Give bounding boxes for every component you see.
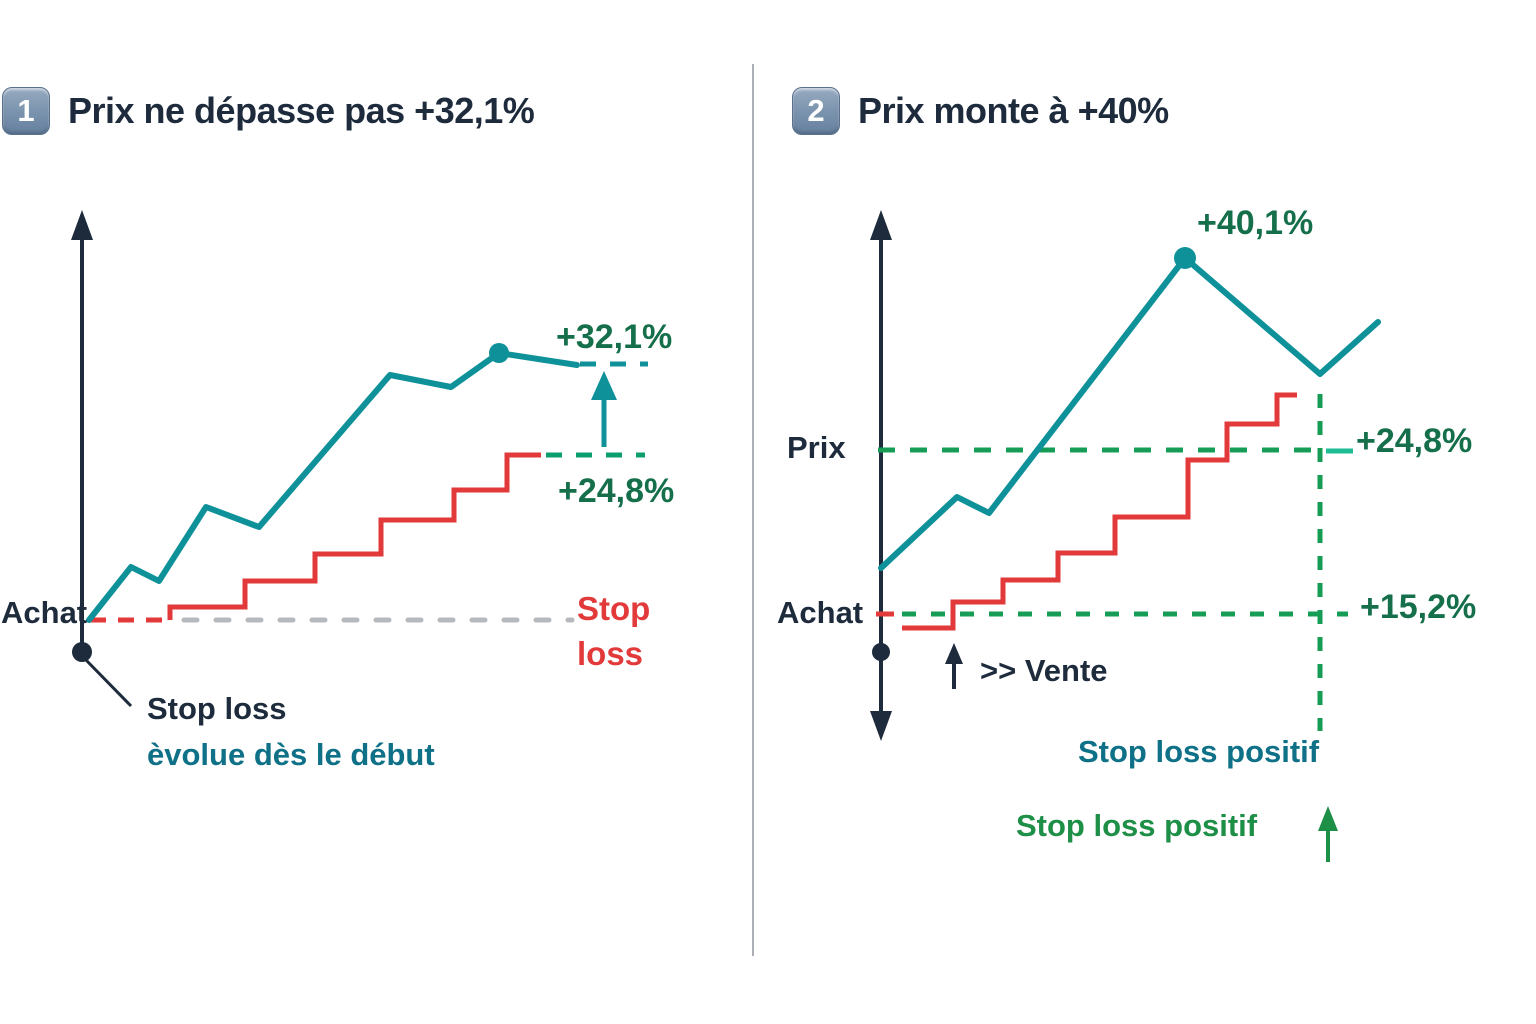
p2-price-peak-dot — [1174, 247, 1196, 269]
keycap-2-icon: 2 — [792, 87, 840, 135]
p1-price-peak-dot — [489, 343, 509, 363]
panel1-callout-line1: Stop loss — [147, 691, 287, 726]
panel1-peak-percent-label: +32,1% — [556, 318, 673, 356]
panel2-title: Prix monte à +40% — [858, 90, 1169, 131]
panel1-callout-line2: èvolue dès le début — [147, 737, 435, 772]
p2-positif-arrowhead — [1318, 806, 1338, 831]
p2-origin-dot — [872, 643, 890, 661]
p2-stoploss-steps — [902, 392, 1297, 631]
panel2-stop-positif-green-label: Stop loss positif — [1016, 808, 1258, 843]
panel2-level-152-label: +15,2% — [1360, 588, 1477, 626]
panel-divider — [752, 64, 754, 956]
p1-axis-arrowhead — [71, 210, 93, 240]
p1-gap-arrowhead — [591, 371, 617, 400]
p1-origin-dot — [72, 642, 92, 662]
panel2-title-row: 2 Prix monte à +40% — [792, 87, 1169, 135]
panel1-stop-loss-label: Stop loss — [577, 586, 650, 676]
panel2-peak-percent-label: +40,1% — [1197, 204, 1314, 242]
panel1-stop-final-percent-label: +24,8% — [558, 472, 675, 510]
p1-price-line — [86, 350, 580, 623]
p2-price-line — [878, 255, 1381, 571]
panel2-stop-positif-teal-label: Stop loss positif — [1078, 734, 1320, 769]
panel2-achat-label: Achat — [777, 595, 864, 630]
panel2-level-248-label: +24,8% — [1356, 422, 1473, 460]
p1-stoploss-steps — [167, 452, 541, 620]
panel1-stop-loss-word1: Stop — [577, 590, 651, 627]
p2-axis-arrowhead-bottom — [870, 711, 892, 741]
panel1-achat-label: Achat — [1, 595, 88, 630]
panel1-title: Prix ne dépasse pas +32,1% — [68, 90, 535, 131]
p1-callout-line — [84, 658, 133, 708]
panel2-vente-label: >> Vente — [980, 653, 1108, 688]
p2-vente-arrowhead — [945, 643, 963, 664]
panel1-title-row: 1 Prix ne dépasse pas +32,1% — [2, 87, 535, 135]
p2-axis-arrowhead-top — [870, 210, 892, 240]
keycap-1-icon: 1 — [2, 87, 50, 135]
panel1-stop-loss-word2: loss — [577, 635, 644, 672]
panel2-prix-label: Prix — [787, 430, 846, 465]
